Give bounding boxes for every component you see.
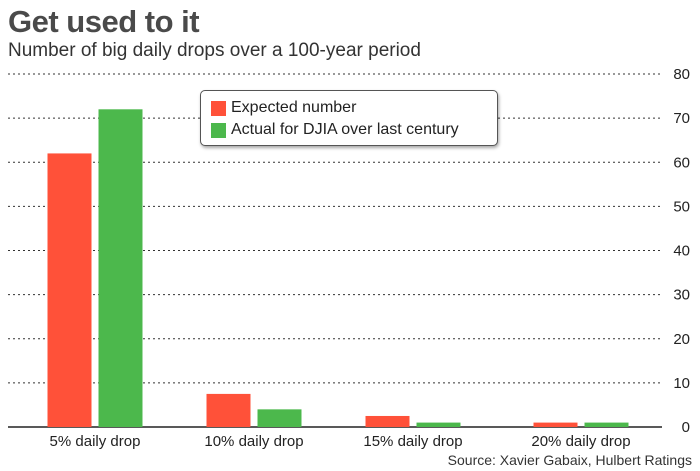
legend-item-expected: Expected number (211, 99, 356, 117)
y-tick-label: 60 (673, 154, 690, 171)
bar-actual-1 (98, 109, 143, 428)
x-tick-label: 10% daily drop (204, 433, 303, 450)
y-tick-label: 10 (673, 375, 690, 392)
y-tick-label: 20 (673, 331, 690, 348)
bar-expected-1 (47, 153, 92, 428)
chart-title: Get used to it (8, 4, 200, 39)
legend-label-expected: Expected number (231, 99, 357, 116)
legend-swatch-expected (211, 100, 226, 116)
y-tick-label: 80 (673, 66, 690, 83)
y-tick-label: 50 (673, 198, 690, 215)
legend-label-actual: Actual for DJIA over last century (231, 121, 459, 138)
legend-swatch-actual (211, 122, 226, 138)
tick-labels: 0 10 20 30 40 50 60 70 80 5% daily drop 10% daily … (50, 66, 690, 450)
source-note: Source: Xavier Gabaix, Hulbert Ratings (447, 452, 692, 468)
x-tick-label: 5% daily drop (50, 433, 141, 450)
bar-actual-2 (257, 409, 302, 427)
bar-actual-3 (416, 422, 461, 427)
y-tick-label: 0 (682, 419, 690, 436)
y-tick-label: 40 (673, 243, 690, 260)
bar-expected-3 (365, 415, 410, 427)
bar-expected-4 (533, 422, 578, 427)
x-tick-label: 20% daily drop (531, 433, 630, 450)
bar-expected-2 (206, 393, 251, 427)
bars (47, 109, 629, 428)
legend-item-actual: Actual for DJIA over last century (211, 121, 459, 139)
x-tick-label: 15% daily drop (363, 433, 462, 450)
bar-actual-4 (584, 422, 629, 427)
legend: Expected number Actual for DJIA over las… (200, 90, 498, 146)
chart-subtitle: Number of big daily drops over a 100-yea… (8, 40, 421, 61)
y-tick-label: 70 (673, 110, 690, 127)
y-tick-label: 30 (673, 287, 690, 304)
